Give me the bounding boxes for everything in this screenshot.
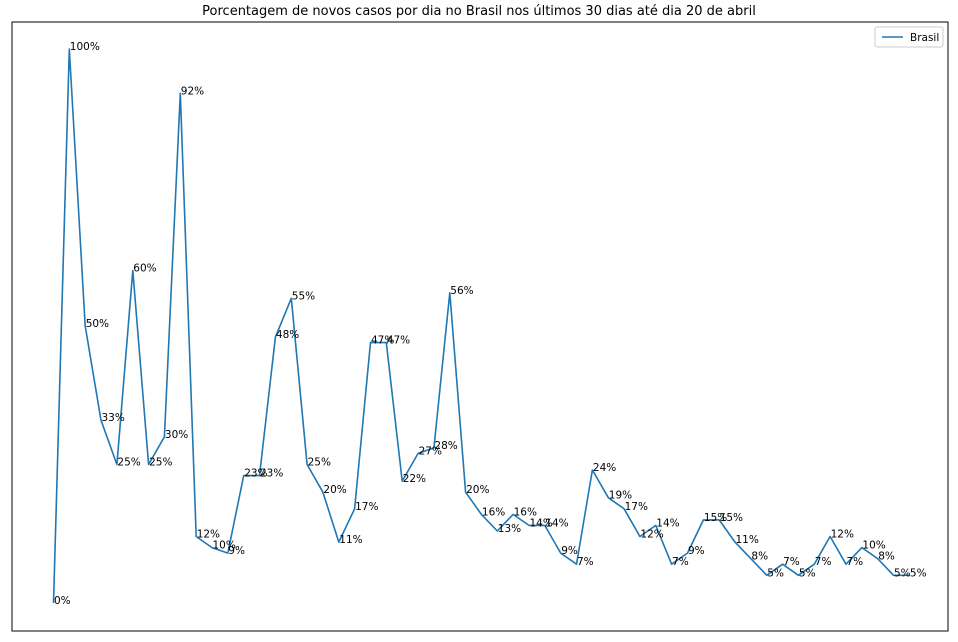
data-label: 9% (561, 545, 578, 557)
data-label: 8% (751, 551, 768, 563)
data-label: 55% (292, 290, 315, 302)
data-label: 7% (577, 556, 594, 568)
data-label: 5% (767, 567, 784, 579)
data-label: 50% (86, 318, 109, 330)
data-label: 12% (640, 529, 663, 541)
chart-title: Porcentagem de novos casos por dia no Br… (202, 4, 756, 19)
data-label: 14% (545, 517, 568, 529)
data-label: 7% (783, 556, 800, 568)
data-label: 5% (910, 567, 927, 579)
data-label: 60% (133, 263, 156, 275)
data-label: 48% (276, 329, 299, 341)
data-label: 16% (514, 506, 537, 518)
data-label: 9% (228, 545, 245, 557)
data-label: 15% (704, 512, 727, 524)
data-label: 10% (213, 540, 236, 552)
data-label: 0% (54, 595, 71, 607)
data-label: 5% (799, 567, 816, 579)
series-line-brasil (52, 48, 910, 604)
data-label: 30% (165, 429, 188, 441)
plot-area (11, 21, 949, 632)
data-labels: 0%100%50%33%25%60%25%30%92%12%10%9%23%23… (54, 41, 927, 607)
data-label: 16% (482, 506, 505, 518)
data-label: 47% (371, 335, 394, 347)
legend-label: Brasil (910, 32, 939, 44)
data-label: 7% (847, 556, 864, 568)
data-label: 12% (831, 529, 854, 541)
data-label: 11% (339, 534, 362, 546)
data-label: 56% (450, 285, 473, 297)
data-label: 8% (878, 551, 895, 563)
data-label: 92% (181, 85, 204, 97)
data-label: 25% (117, 457, 140, 469)
data-label: 22% (403, 473, 426, 485)
data-label: 33% (102, 412, 125, 424)
data-label: 9% (688, 545, 705, 557)
data-label: 10% (862, 540, 885, 552)
series-layer (52, 48, 910, 604)
data-label: 24% (593, 462, 616, 474)
data-label: 28% (434, 440, 457, 452)
data-label: 14% (530, 517, 553, 529)
data-label: 100% (70, 41, 100, 53)
data-label: 25% (308, 457, 331, 469)
legend: Brasil (874, 26, 944, 48)
data-label: 7% (672, 556, 689, 568)
data-label: 25% (149, 457, 172, 469)
data-label: 20% (323, 484, 346, 496)
data-label: 17% (355, 501, 378, 513)
data-label: 23% (244, 468, 267, 480)
data-label: 5% (894, 567, 911, 579)
data-label: 19% (609, 490, 632, 502)
data-label: 11% (736, 534, 759, 546)
data-label: 7% (815, 556, 832, 568)
data-label: 13% (498, 523, 521, 535)
data-label: 23% (260, 468, 283, 480)
data-label: 47% (387, 335, 410, 347)
data-label: 17% (625, 501, 648, 513)
data-label: 15% (720, 512, 743, 524)
data-label: 27% (419, 445, 442, 457)
data-label: 20% (466, 484, 489, 496)
legend-box (874, 26, 944, 48)
data-label: 12% (197, 529, 220, 541)
data-label: 14% (656, 517, 679, 529)
